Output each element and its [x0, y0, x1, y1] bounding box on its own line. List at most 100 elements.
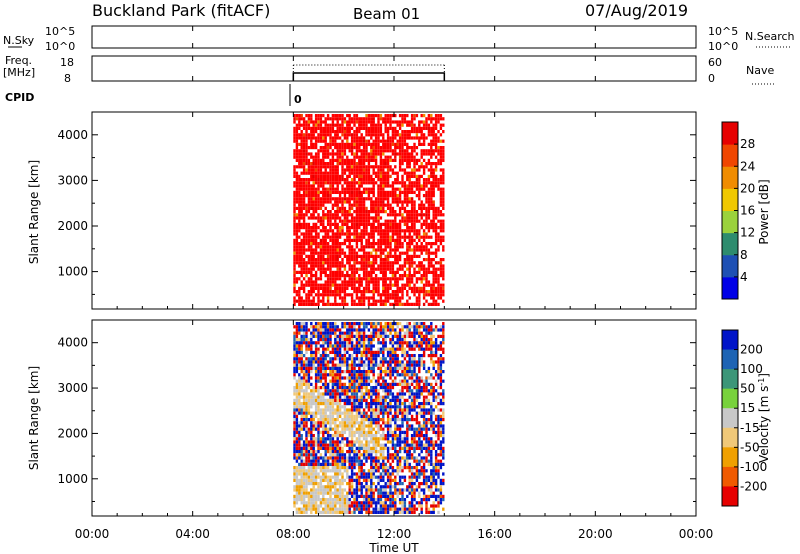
velocity-cell	[338, 331, 342, 335]
power-cell	[432, 216, 435, 220]
velocity-cell	[355, 421, 359, 425]
power-cell	[350, 222, 354, 226]
velocity-cell	[382, 430, 385, 434]
velocity-cell	[329, 405, 332, 409]
power-cell	[408, 286, 411, 290]
velocity-cell	[314, 341, 318, 345]
velocity-cell	[374, 331, 378, 335]
power-cell	[408, 277, 411, 281]
velocity-cell	[377, 437, 380, 441]
power-cell	[317, 258, 320, 262]
power-cell	[305, 242, 308, 246]
velocity-cell	[331, 491, 335, 495]
velocity-cell	[310, 366, 313, 370]
velocity-cell	[319, 328, 323, 332]
power-cell	[430, 139, 433, 143]
velocity-cell	[310, 494, 313, 498]
power-cell	[329, 126, 332, 130]
power-cell	[410, 206, 414, 210]
power-cell	[326, 123, 330, 127]
power-cell	[302, 219, 306, 223]
power-cell	[348, 213, 351, 217]
power-cell	[434, 248, 438, 252]
power-cell	[422, 219, 426, 223]
power-cell	[442, 258, 445, 262]
power-cell	[389, 184, 392, 188]
power-cell	[396, 293, 399, 297]
power-cell	[410, 302, 414, 306]
power-cell	[425, 290, 428, 294]
velocity-cell	[355, 405, 359, 409]
power-cell	[322, 171, 325, 175]
power-cell	[370, 210, 373, 214]
velocity-cell	[353, 366, 356, 370]
power-cell	[353, 184, 356, 188]
power-cell	[353, 238, 356, 242]
velocity-cell	[386, 347, 390, 351]
power-cell	[442, 293, 445, 297]
power-cell	[317, 162, 320, 166]
power-cell	[384, 302, 387, 306]
velocity-cell	[353, 395, 356, 399]
velocity-cell	[382, 376, 385, 380]
power-cell	[317, 184, 320, 188]
velocity-cell	[350, 405, 354, 409]
power-cells	[293, 114, 445, 306]
power-cell	[442, 226, 445, 230]
power-cell	[379, 168, 383, 172]
velocity-cell	[302, 376, 306, 380]
power-cell	[358, 219, 361, 223]
velocity-cell	[370, 341, 373, 345]
power-cell	[439, 286, 443, 290]
power-cell	[372, 293, 375, 297]
power-cell	[329, 184, 332, 188]
power-cell	[418, 290, 421, 294]
velocity-cell	[353, 392, 356, 396]
power-cell	[293, 229, 296, 233]
power-cell	[379, 254, 383, 258]
power-cell	[377, 197, 380, 201]
velocity-cell	[312, 440, 315, 444]
velocity-cell	[310, 354, 313, 358]
power-cell	[300, 251, 303, 255]
power-cell	[295, 174, 299, 178]
velocity-cell	[324, 440, 327, 444]
power-cell	[348, 283, 351, 287]
velocity-cell	[326, 366, 330, 370]
power-cell	[437, 184, 440, 188]
power-cell	[394, 213, 397, 217]
power-cell	[360, 264, 363, 268]
power-cell	[362, 274, 366, 278]
power-cell	[389, 149, 392, 153]
velocity-cell	[382, 389, 385, 393]
power-cell	[422, 184, 426, 188]
power-cell	[331, 123, 335, 127]
power-cell	[379, 174, 383, 178]
velocity-cell	[382, 504, 385, 508]
power-cell	[434, 165, 438, 169]
velocity-cell	[336, 475, 339, 479]
power-cell	[334, 203, 337, 207]
power-cell	[302, 194, 306, 198]
velocity-cell	[322, 341, 325, 345]
power-cell	[434, 162, 438, 166]
velocity-cell	[360, 462, 363, 466]
velocity-cell	[343, 469, 347, 473]
power-cell	[360, 168, 363, 172]
power-cell	[326, 277, 330, 281]
power-cell	[439, 194, 443, 198]
velocity-cell	[379, 418, 383, 422]
velocity-cell	[300, 488, 303, 492]
power-cell	[360, 142, 363, 146]
power-cell	[312, 267, 315, 271]
power-cell	[355, 235, 359, 239]
power-cell	[408, 184, 411, 188]
power-cell	[360, 222, 363, 226]
power-cell	[374, 197, 378, 201]
power-cell	[382, 184, 385, 188]
power-cell	[384, 146, 387, 150]
power-cell	[401, 296, 404, 300]
power-cell	[427, 203, 431, 207]
velocity-cell	[317, 360, 320, 364]
velocity-cell	[374, 350, 378, 354]
